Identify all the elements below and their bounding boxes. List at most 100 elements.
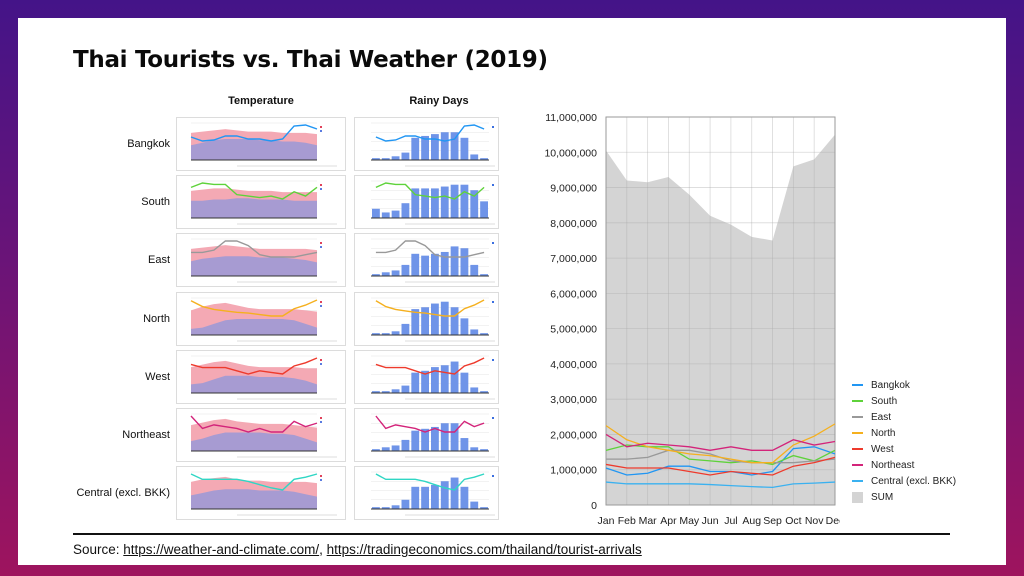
legend-swatch <box>852 464 863 466</box>
region-label: Northeast <box>122 429 170 441</box>
rain-bar <box>431 366 439 393</box>
rain-bar <box>480 449 488 451</box>
y-tick-label: 8,000,000 <box>550 218 597 230</box>
rain-bar <box>440 301 449 335</box>
region-label: East <box>147 254 170 267</box>
rain-bar <box>450 132 459 160</box>
rain-bar <box>431 134 439 160</box>
rain-bar <box>421 256 429 277</box>
rain-bar <box>470 265 479 277</box>
footer-divider <box>73 533 950 535</box>
tourist-overlay-line <box>190 473 318 491</box>
rain-bar <box>411 372 420 393</box>
rain-bar <box>381 507 390 510</box>
rain-bar <box>372 507 380 510</box>
rain-bar <box>480 332 488 335</box>
plot-border <box>605 116 836 506</box>
tourist-overlay-line <box>190 298 318 317</box>
rain-bar <box>480 507 488 510</box>
rain-bar <box>440 186 449 219</box>
x-tick-label: Nov <box>805 515 824 527</box>
rain-bar <box>460 248 469 277</box>
rain-bar <box>431 303 439 335</box>
rain-bar <box>431 485 439 510</box>
source-prefix: Source: <box>73 542 124 557</box>
rain-bar <box>421 428 429 451</box>
min-temp-area <box>191 375 317 393</box>
legend-label: South <box>871 395 898 407</box>
rain-bar <box>470 329 479 335</box>
rain-bar <box>391 270 400 277</box>
rain-bar <box>470 447 479 451</box>
min-temp-area <box>191 198 317 219</box>
rain-bar <box>450 246 459 277</box>
min-temp-area <box>191 489 317 510</box>
legend-swatch <box>852 416 863 418</box>
rain-bar <box>431 188 439 219</box>
source-separator: , <box>319 542 327 557</box>
x-tick-label: Jun <box>702 515 719 527</box>
region-label: Bangkok <box>127 138 170 150</box>
rain-bar <box>450 361 459 393</box>
y-tick-label: 1,000,000 <box>550 465 597 477</box>
rain-bar <box>450 306 459 335</box>
y-tick-label: 11,000,000 <box>545 112 597 124</box>
rain-bar <box>372 449 380 451</box>
tourist-overlay-line <box>190 357 318 375</box>
legend-item: North <box>852 425 956 441</box>
rain-bar <box>372 208 380 219</box>
rain-bar <box>381 390 390 393</box>
region-label: Central (excl. BKK) <box>76 487 170 500</box>
rain-bar <box>470 154 479 160</box>
min-temp-area <box>191 432 317 451</box>
rainy-days-thumbnail <box>354 117 499 171</box>
rain-bar <box>381 447 390 451</box>
rain-bar <box>401 323 410 335</box>
series-line-central-excl-bkk <box>605 481 836 489</box>
legend-swatch <box>852 491 863 503</box>
rain-bar <box>440 481 449 510</box>
x-tick-label: Apr <box>660 515 677 527</box>
rain-bar <box>401 385 410 393</box>
rain-bar <box>401 152 410 160</box>
rain-bar <box>381 272 390 277</box>
sum-area <box>606 134 835 506</box>
x-tick-label: Aug <box>742 515 761 527</box>
rain-bar <box>440 132 449 160</box>
weather-source-link[interactable]: https://weather-and-climate.com/ <box>123 542 320 557</box>
series-line-bangkok <box>605 446 836 476</box>
x-tick-label: Jan <box>598 515 615 527</box>
tourist-overlay-line <box>375 473 485 491</box>
y-tick-label: 7,000,000 <box>550 253 597 265</box>
rain-bar <box>480 158 488 160</box>
legend-item: SUM <box>852 489 956 505</box>
rainy-days-column-header: Rainy Days <box>409 95 469 107</box>
rain-bar <box>450 477 459 510</box>
temperature-thumbnail <box>176 466 346 521</box>
rain-bar <box>411 137 420 160</box>
rain-bar <box>421 188 429 219</box>
rain-bar <box>460 372 469 393</box>
temperature-thumbnail <box>176 291 346 346</box>
series-line-west <box>605 456 836 476</box>
temperature-thumbnail <box>176 408 346 462</box>
series-line-south <box>605 444 836 466</box>
rain-bar <box>381 158 390 160</box>
tourist-overlay-line <box>375 240 485 259</box>
x-tick-label: May <box>679 515 700 527</box>
min-temp-area <box>191 139 317 160</box>
rainy-days-thumbnail <box>354 408 499 462</box>
legend-item: Bangkok <box>852 377 956 393</box>
temperature-thumbnail <box>176 175 346 230</box>
tourist-overlay-line <box>375 415 485 433</box>
rain-bar <box>470 387 479 393</box>
rain-bar <box>372 274 380 277</box>
x-tick-label: Dec <box>826 515 840 527</box>
region-label: West <box>145 370 170 383</box>
rain-bar <box>450 423 459 451</box>
legend-label: Bangkok <box>871 379 910 391</box>
rain-bar <box>460 137 469 160</box>
min-temp-area <box>191 318 317 335</box>
legend-label: Northeast <box>871 459 915 471</box>
tourism-source-link[interactable]: https://tradingeconomics.com/thailand/to… <box>326 542 642 557</box>
